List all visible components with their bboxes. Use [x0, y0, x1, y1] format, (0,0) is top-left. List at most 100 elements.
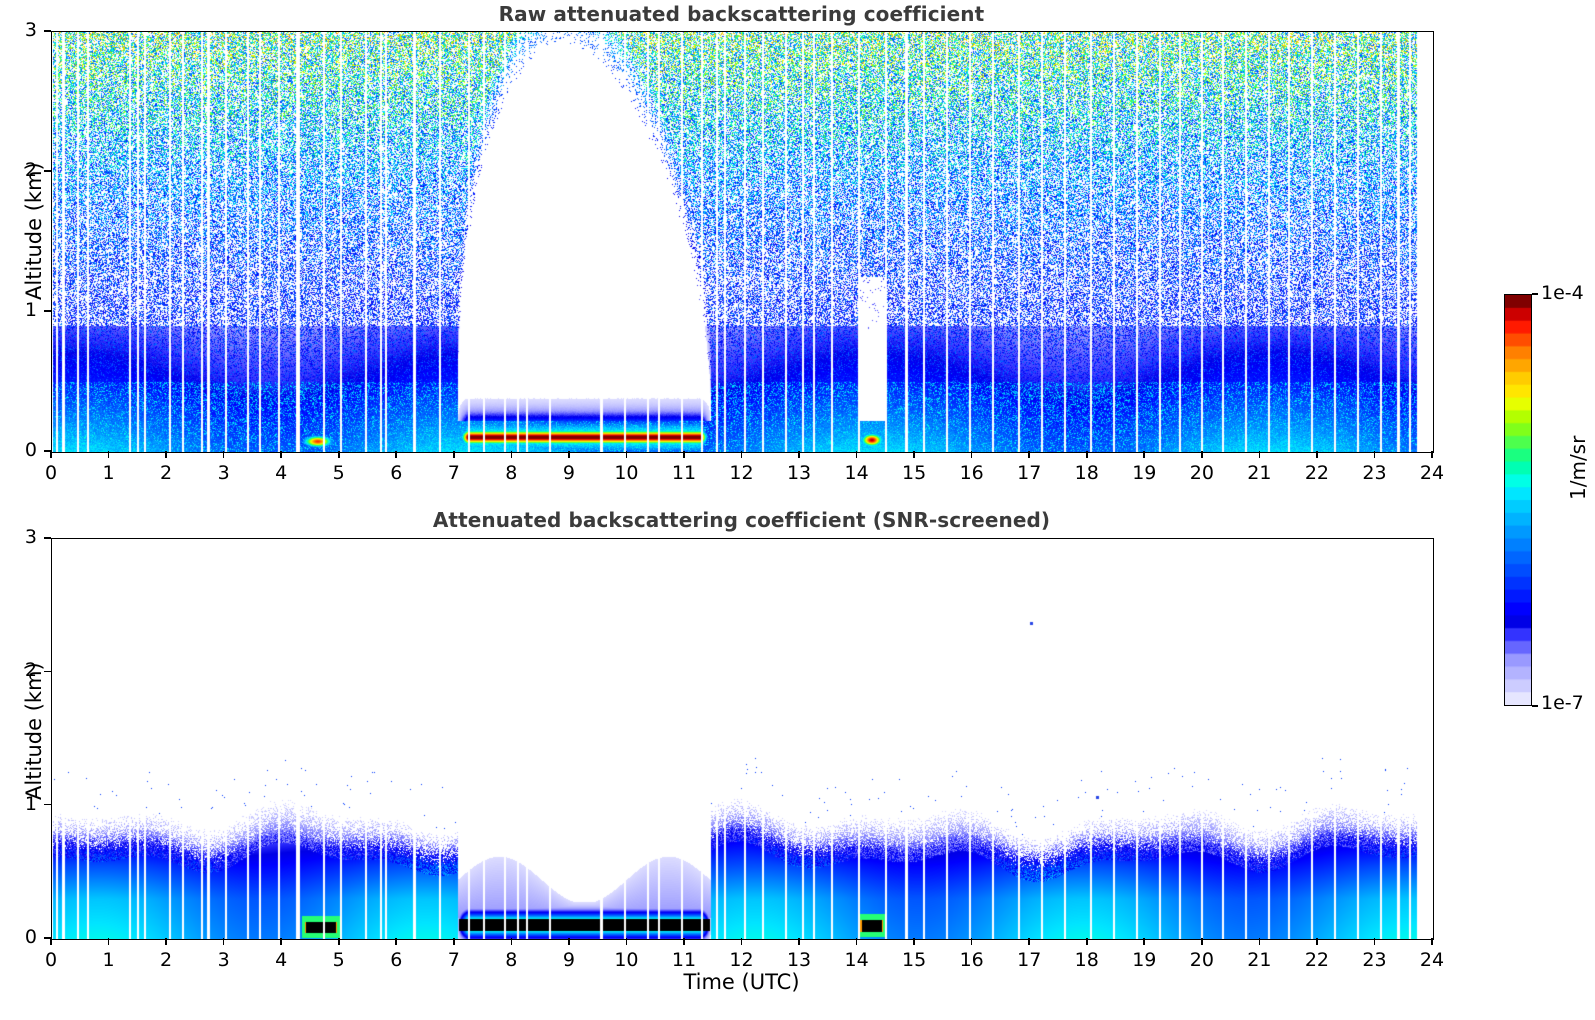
x-tick-screened-10 — [625, 938, 628, 945]
y-tick-label-raw-2: 2 — [24, 159, 37, 181]
x-tick-label-screened-14: 14 — [844, 949, 869, 971]
x-tick-label-raw-0: 0 — [44, 462, 58, 484]
x-tick-raw-20 — [1201, 451, 1203, 458]
x-tick-screened-3 — [222, 938, 225, 945]
x-tick-raw-0 — [50, 451, 52, 458]
x-tick-label-raw-18: 18 — [1074, 462, 1099, 484]
colorbar-max-label: 1e-4 — [1541, 282, 1584, 304]
x-tick-label-raw-19: 19 — [1132, 462, 1157, 484]
x-tick-raw-4 — [280, 451, 282, 458]
x-tick-label-screened-9: 9 — [562, 949, 575, 971]
x-tick-screened-14 — [855, 938, 858, 945]
x-tick-label-raw-5: 5 — [332, 462, 345, 484]
y-tick-raw-0 — [44, 450, 51, 452]
x-tick-raw-10 — [625, 451, 628, 458]
x-tick-screened-20 — [1201, 938, 1203, 945]
panel-title-screened: Attenuated backscattering coefficient (S… — [432, 508, 1051, 532]
x-tick-label-screened-8: 8 — [505, 949, 518, 971]
x-tick-label-screened-4: 4 — [275, 949, 288, 971]
y-tick-raw-2 — [44, 170, 51, 172]
x-tick-label-screened-12: 12 — [729, 949, 754, 971]
x-tick-label-raw-17: 17 — [1017, 462, 1042, 484]
heatmap-panel-screened[interactable] — [51, 538, 1434, 940]
x-tick-label-screened-22: 22 — [1304, 949, 1329, 971]
x-tick-label-raw-7: 7 — [447, 462, 460, 484]
x-tick-label-screened-21: 21 — [1247, 949, 1272, 971]
x-tick-label-raw-4: 4 — [275, 462, 288, 484]
x-tick-label-screened-11: 11 — [671, 949, 697, 971]
y-tick-label-screened-2: 2 — [24, 659, 37, 682]
x-tick-raw-3 — [222, 451, 225, 458]
x-tick-label-raw-13: 13 — [786, 462, 812, 484]
x-tick-raw-5 — [337, 451, 340, 458]
colorbar-gradient — [1504, 294, 1532, 706]
x-tick-screened-19 — [1143, 938, 1146, 945]
x-tick-label-raw-15: 15 — [902, 462, 927, 484]
x-tick-screened-15 — [913, 938, 915, 945]
x-tick-label-screened-2: 2 — [160, 949, 173, 971]
x-tick-raw-15 — [913, 451, 915, 458]
x-tick-raw-13 — [798, 451, 800, 458]
x-tick-screened-4 — [280, 938, 282, 945]
x-tick-label-screened-17: 17 — [1017, 949, 1042, 971]
y-tick-label-screened-3: 3 — [24, 526, 37, 548]
x-tick-label-raw-6: 6 — [390, 462, 403, 484]
x-tick-label-raw-21: 21 — [1247, 462, 1272, 484]
x-tick-label-screened-20: 20 — [1189, 949, 1214, 971]
y-tick-screened-3 — [44, 537, 51, 539]
colorbar-min-label: 1e-7 — [1541, 692, 1584, 714]
colorbar-axis-label: 1/m/sr — [1566, 435, 1590, 500]
x-tick-label-raw-11: 11 — [671, 462, 697, 484]
x-tick-raw-2 — [165, 451, 167, 458]
x-tick-screened-22 — [1316, 938, 1318, 945]
x-tick-screened-23 — [1373, 938, 1376, 945]
x-tick-label-raw-12: 12 — [729, 462, 754, 484]
x-tick-screened-13 — [798, 938, 800, 945]
x-tick-raw-1 — [107, 451, 110, 458]
y-axis-label-screened: Altitude (km) — [22, 662, 46, 800]
x-tick-label-screened-3: 3 — [217, 949, 230, 971]
x-tick-raw-21 — [1258, 451, 1261, 458]
x-tick-label-screened-6: 6 — [390, 949, 403, 971]
x-tick-raw-23 — [1373, 451, 1376, 458]
x-tick-raw-14 — [855, 451, 858, 458]
x-tick-screened-6 — [395, 938, 398, 945]
y-tick-label-raw-3: 3 — [24, 19, 37, 41]
x-tick-screened-17 — [1028, 938, 1030, 945]
x-tick-label-screened-13: 13 — [786, 949, 812, 971]
y-tick-raw-1 — [44, 310, 51, 312]
y-axis-label-raw: Altitude (km) — [22, 162, 46, 300]
y-tick-label-raw-0: 0 — [24, 439, 37, 461]
panel-title-raw: Raw attenuated backscattering coefficien… — [498, 2, 985, 26]
x-tick-label-screened-7: 7 — [447, 949, 460, 971]
x-tick-label-screened-19: 19 — [1132, 949, 1157, 971]
x-tick-label-raw-1: 1 — [102, 462, 115, 484]
x-tick-screened-18 — [1085, 938, 1088, 945]
x-tick-raw-19 — [1143, 451, 1146, 458]
x-tick-label-raw-24: 24 — [1419, 462, 1445, 484]
x-tick-screened-16 — [970, 938, 973, 945]
x-tick-label-raw-14: 14 — [844, 462, 869, 484]
heatmap-panel-raw[interactable] — [51, 31, 1434, 453]
x-axis-label: Time (UTC) — [683, 970, 800, 994]
x-tick-raw-24 — [1431, 451, 1433, 458]
x-tick-label-screened-1: 1 — [102, 949, 115, 971]
x-tick-screened-0 — [50, 938, 52, 945]
x-tick-label-raw-3: 3 — [217, 462, 230, 484]
x-tick-label-screened-24: 24 — [1419, 949, 1445, 971]
x-tick-label-raw-16: 16 — [959, 462, 984, 484]
x-tick-screened-5 — [337, 938, 340, 945]
x-tick-screened-24 — [1431, 938, 1433, 945]
y-tick-label-raw-1: 1 — [24, 299, 37, 321]
x-tick-screened-21 — [1258, 938, 1261, 945]
x-tick-screened-2 — [165, 938, 167, 945]
colorbar[interactable] — [1504, 294, 1532, 706]
x-tick-raw-16 — [970, 451, 973, 458]
x-tick-raw-11 — [683, 451, 685, 458]
y-tick-screened-2 — [44, 670, 51, 673]
x-tick-screened-9 — [568, 938, 570, 945]
x-tick-raw-8 — [510, 451, 513, 458]
heatmap-canvas-raw — [52, 32, 1433, 452]
x-tick-screened-12 — [740, 938, 743, 945]
